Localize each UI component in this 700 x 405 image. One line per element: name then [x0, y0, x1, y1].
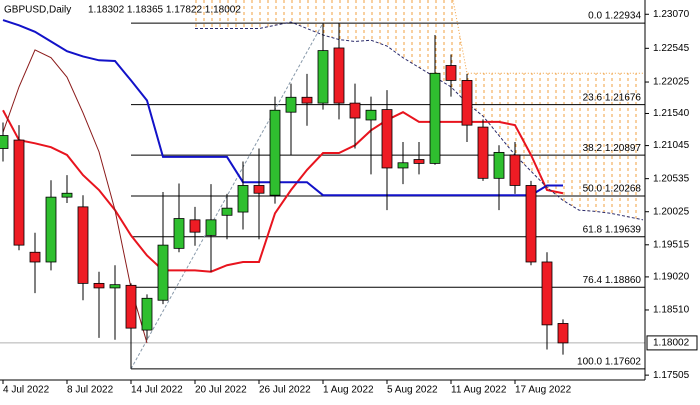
candle-body [45, 196, 57, 263]
candle-body [413, 159, 425, 164]
x-tick-label: 5 Aug 2022 [387, 385, 438, 396]
fib-label: 50.0 1.20268 [583, 184, 642, 195]
candle-body [461, 80, 473, 126]
candle-body [477, 126, 489, 179]
y-tick-label: 1.23070 [653, 9, 690, 20]
candle-body [77, 206, 89, 284]
fib-label: 23.6 1.21676 [583, 92, 642, 103]
candle-body [333, 47, 345, 104]
indicator-line [2, 49, 148, 344]
current-price-box [646, 335, 698, 351]
x-tick-label: 1 Aug 2022 [323, 385, 374, 396]
x-tick-label: 11 Aug 2022 [451, 385, 507, 396]
candle-body [285, 96, 297, 113]
y-tick-label: 1.19020 [653, 272, 690, 283]
candle-body [557, 323, 569, 344]
x-tick-label: 17 Aug 2022 [515, 385, 572, 396]
y-tick-label: 1.20025 [653, 206, 690, 217]
candle-body [349, 102, 361, 119]
candle-body [109, 284, 121, 289]
y-tick-label: 1.17505 [653, 370, 690, 381]
candle-body [173, 218, 185, 249]
chart-title: GBPUSD,Daily [4, 5, 71, 16]
ohlc-readout: 1.18302 1.18365 1.17822 1.18002 [88, 5, 241, 16]
candle-body [141, 297, 153, 331]
plot-area [0, 0, 645, 370]
candle-body [397, 162, 409, 169]
candle-body [445, 65, 457, 81]
y-tick-label: 1.21540 [653, 108, 690, 119]
candle-body [205, 219, 217, 236]
candle-body [93, 282, 105, 289]
candle-body [269, 109, 281, 196]
candle-body [365, 109, 377, 121]
y-tick-label: 1.22025 [653, 77, 690, 88]
indicator-line [195, 21, 644, 221]
candle-body [29, 251, 41, 263]
x-tick-label: 4 Jul 2022 [3, 385, 50, 396]
ichimoku-cloud [195, 0, 643, 220]
candle-body [541, 261, 553, 326]
y-tick-label: 1.19515 [653, 239, 690, 250]
candle-body [381, 109, 393, 169]
current-price-label: 1.18002 [653, 338, 690, 349]
x-tick-label: 20 Jul 2022 [195, 385, 247, 396]
indicator-line [2, 19, 563, 197]
candle-body [317, 50, 329, 104]
fib-label: 76.4 1.18860 [583, 275, 642, 286]
y-tick-label: 1.22545 [653, 43, 690, 54]
candle-body [429, 72, 441, 164]
candle-body [301, 96, 313, 104]
candle-body [221, 207, 233, 216]
fib-label: 0.0 1.22934 [588, 11, 641, 22]
candle-body [525, 185, 537, 263]
candle-body [125, 284, 137, 329]
candle-body [509, 154, 521, 186]
y-tick-label: 1.21045 [653, 140, 690, 151]
candle-body [253, 185, 265, 194]
y-tick-label: 1.20535 [653, 173, 690, 184]
x-tick-label: 14 Jul 2022 [131, 385, 183, 396]
candle-body [0, 135, 9, 149]
candle-body [157, 244, 169, 301]
x-tick-label: 26 Jul 2022 [259, 385, 311, 396]
fib-label: 100.0 1.17602 [577, 356, 641, 367]
y-tick-label: 1.18510 [653, 305, 690, 316]
candle-body [237, 185, 249, 213]
fib-label: 61.8 1.19639 [583, 224, 642, 235]
candle-body [13, 139, 25, 246]
candle-body [189, 219, 201, 233]
candle-body [61, 192, 73, 198]
x-tick-label: 8 Jul 2022 [67, 385, 114, 396]
candle-body [493, 151, 505, 179]
fib-label: 38.2 1.20897 [583, 143, 642, 154]
